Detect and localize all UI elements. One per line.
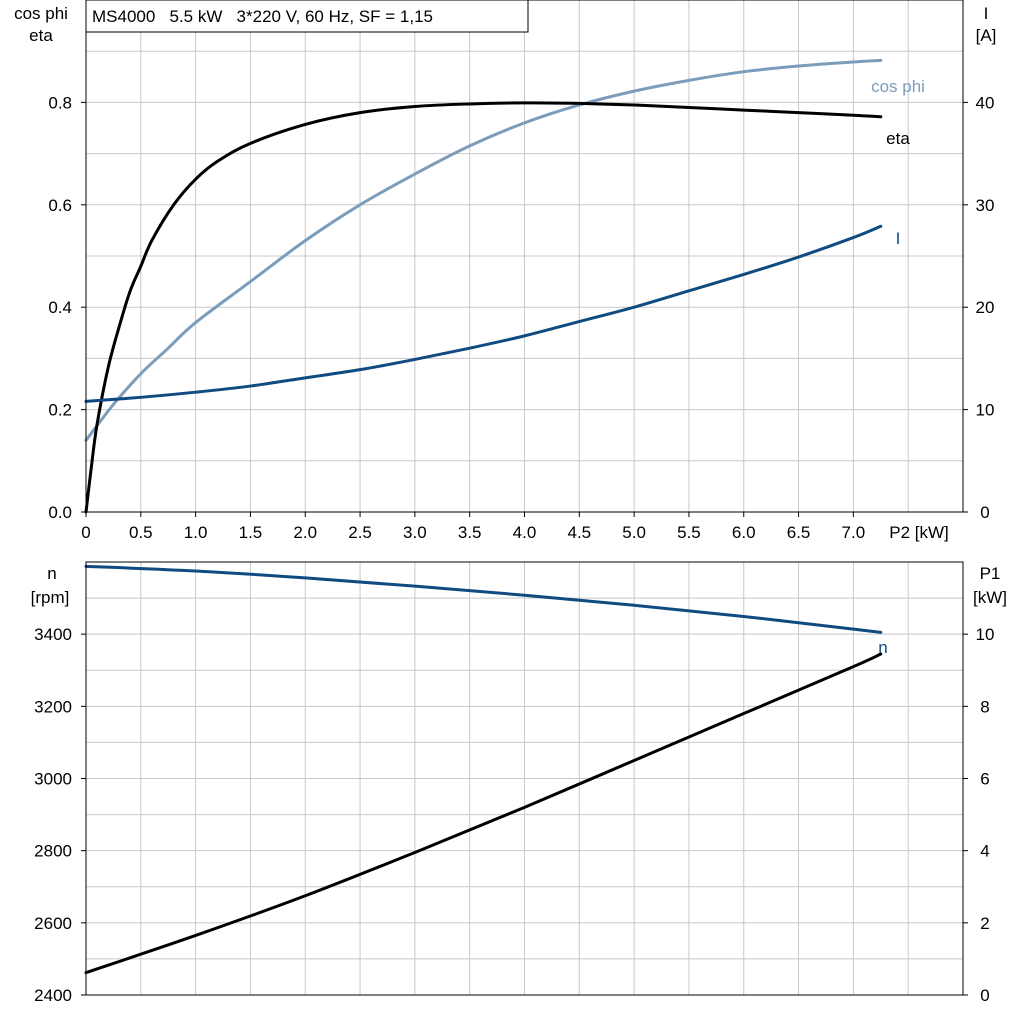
bottom-right-axis-label-1: P1: [980, 564, 1001, 583]
series-line-P1: [84, 652, 883, 975]
bottom-right-y-tick-label: 8: [980, 697, 989, 716]
series-layer: [84, 58, 883, 975]
x-tick-label: 4.0: [513, 523, 537, 542]
x-tick-label: 2.5: [348, 523, 372, 542]
top-right-axis-label-1: I: [984, 4, 989, 23]
tick-labels: 0 0.5 1.0 1.5 2.0 2.5 3.0 3.5 4.0 4.5 5.0 5.5 6.0 6.5…: [34, 93, 994, 1005]
top-left-axis-label-2: eta: [29, 26, 53, 45]
x-axis-label: P2 [kW]: [889, 523, 949, 542]
top-left-axis-label-1: cos phi: [14, 4, 68, 23]
x-tick-label: 1.5: [239, 523, 263, 542]
chart-title-box: [85, 0, 529, 33]
x-tick-label: 6.5: [787, 523, 811, 542]
top-right-y-tick-label: 30: [976, 196, 995, 215]
series-label-eta: eta: [886, 129, 910, 148]
bottom-left-axis-label-1: n: [47, 564, 56, 583]
bottom-left-y-tick-label: 3200: [34, 697, 72, 716]
x-tick-label: 5.0: [622, 523, 646, 542]
x-tick-label: 0.5: [129, 523, 153, 542]
bottom-left-y-tick-label: 2400: [34, 986, 72, 1005]
top-right-axis-label-2: [A]: [976, 26, 997, 45]
bottom-right-axis-label-2: [kW]: [973, 588, 1007, 607]
top-left-y-tick-label: 0.0: [48, 503, 72, 522]
series-labels: cos phi eta In: [871, 77, 925, 657]
series-line-eta: [84, 101, 883, 514]
top-left-y-tick-label: 0.8: [48, 93, 72, 112]
series-label-I: I: [896, 229, 901, 248]
bottom-right-y-tick-label: 4: [980, 842, 989, 861]
series-line-n: [84, 564, 883, 634]
top-right-y-tick-label: 20: [976, 298, 995, 317]
bottom-right-y-tick-label: 2: [980, 914, 989, 933]
bottom-left-axis-label-2: [rpm]: [31, 588, 70, 607]
chart-title: MS4000 5.5 kW 3*220 V, 60 Hz, SF = 1,15: [92, 7, 433, 26]
series-line-cos-phi: [84, 58, 883, 442]
x-tick-label: 6.0: [732, 523, 756, 542]
bottom-left-y-tick-label: 2600: [34, 914, 72, 933]
bottom-left-y-tick-label: 3400: [34, 625, 72, 644]
series-label-cos-phi: cos phi: [871, 77, 925, 96]
top-left-y-tick-label: 0.4: [48, 298, 72, 317]
top-chart-grid: [86, 0, 963, 512]
x-tick-label: 3.0: [403, 523, 427, 542]
x-tick-label: 5.5: [677, 523, 701, 542]
x-tick-label: 2.0: [293, 523, 317, 542]
x-tick-label: 0: [81, 523, 90, 542]
top-left-y-tick-label: 0.6: [48, 196, 72, 215]
top-right-y-tick-label: 40: [976, 93, 995, 112]
bottom-right-y-tick-label: 10: [976, 625, 995, 644]
bottom-right-y-tick-label: 0: [980, 986, 989, 1005]
bottom-right-y-tick-label: 6: [980, 770, 989, 789]
x-tick-label: 3.5: [458, 523, 482, 542]
series-line-I: [84, 224, 883, 403]
x-tick-label: 7.0: [842, 523, 866, 542]
bottom-chart-grid: [86, 562, 963, 995]
series-label-n: n: [878, 638, 887, 657]
x-tick-label: 4.5: [567, 523, 591, 542]
top-right-y-tick-label: 10: [976, 401, 995, 420]
top-right-y-tick-label: 0: [980, 503, 989, 522]
bottom-left-y-tick-label: 3000: [34, 770, 72, 789]
bottom-left-y-tick-label: 2800: [34, 842, 72, 861]
x-tick-label: 1.0: [184, 523, 208, 542]
top-left-y-tick-label: 0.2: [48, 401, 72, 420]
